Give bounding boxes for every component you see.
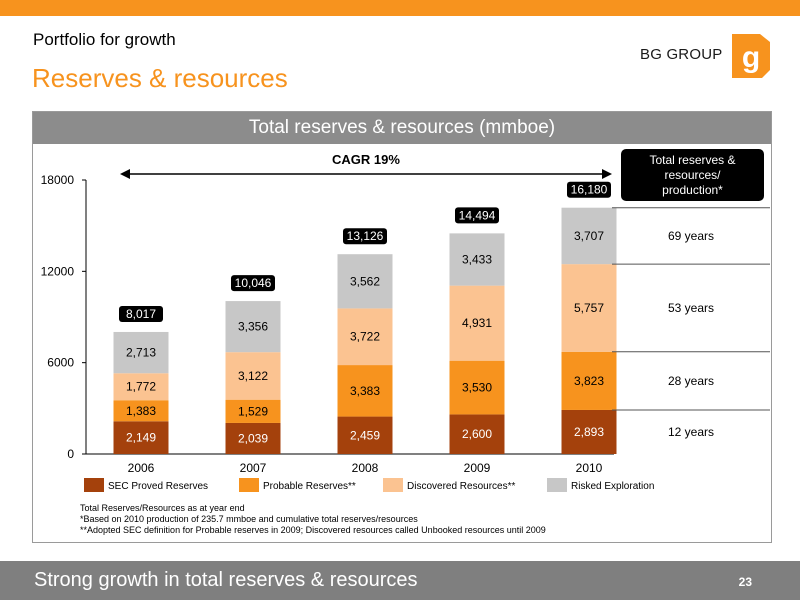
bar-segment (561, 264, 617, 352)
bg-group-logo: BG GROUP g (640, 34, 790, 78)
bar-segment (449, 285, 505, 361)
footnotes: Total Reserves/Resources as at year end … (80, 503, 546, 536)
total-label: 8,017 (126, 307, 156, 321)
bar-segment (561, 351, 617, 410)
bar-segment (113, 400, 169, 422)
side-header-line: Total reserves & (649, 153, 735, 167)
data-label: 1,772 (126, 380, 156, 394)
total-box (343, 228, 387, 245)
total-label: 16,180 (571, 183, 608, 197)
side-header-box (621, 149, 764, 201)
footnote-line: *Based on 2010 production of 235.7 mmboe… (80, 514, 418, 524)
bar-segment (337, 254, 393, 309)
page-number: 23 (738, 575, 752, 589)
total-label: 10,046 (235, 276, 272, 290)
side-row-label: 28 years (668, 374, 714, 388)
bar-segment (225, 352, 281, 400)
legend-label: SEC Proved Reserves (108, 481, 208, 492)
total-box (119, 305, 163, 322)
y-tick-label: 6000 (47, 356, 74, 370)
data-label: 3,707 (574, 229, 604, 243)
data-label: 2,713 (126, 346, 156, 360)
bar-segment (113, 373, 169, 401)
bar-segment (561, 409, 617, 454)
bar-segment (337, 416, 393, 454)
data-label: 2,600 (462, 427, 492, 441)
bar-segment (449, 414, 505, 454)
side-row-label: 53 years (668, 301, 714, 315)
top-accent-bar (0, 0, 800, 16)
data-label: 3,383 (350, 384, 380, 398)
bar-segment (449, 233, 505, 286)
total-box (455, 207, 499, 224)
cagr-arrow-right (602, 169, 612, 179)
data-label: 1,383 (126, 404, 156, 418)
legend-swatch (547, 478, 567, 492)
cagr-arrow-left (120, 169, 130, 179)
data-label: 5,757 (574, 301, 604, 315)
side-header-line: production* (662, 183, 723, 197)
data-label: 3,823 (574, 374, 604, 388)
x-tick-label: 2010 (576, 461, 603, 475)
total-box (231, 275, 275, 292)
data-label: 3,562 (350, 274, 380, 288)
bar-segment (337, 365, 393, 417)
bar-segment (225, 301, 281, 353)
logo-text: BG GROUP (640, 46, 723, 63)
legend-label: Probable Reserves** (263, 481, 356, 492)
logo-mark-text: g (742, 41, 760, 74)
x-tick-label: 2008 (352, 461, 379, 475)
data-label: 3,722 (350, 330, 380, 344)
legend-swatch (84, 478, 104, 492)
bar-segment (225, 399, 281, 423)
legend-swatch (383, 478, 403, 492)
legend-swatch (239, 478, 259, 492)
data-label: 2,893 (574, 425, 604, 439)
data-label: 3,356 (238, 320, 268, 334)
slide-subtitle: Portfolio for growth (33, 30, 176, 49)
footnote-line: **Adopted SEC definition for Probable re… (80, 525, 546, 535)
footer-bar: Strong growth in total reserves & resour… (0, 561, 800, 600)
data-label: 3,122 (238, 369, 268, 383)
cagr-label: CAGR 19% (332, 152, 400, 167)
y-tick-label: 0 (67, 447, 74, 461)
bar-segment (113, 331, 169, 374)
slide-title: Reserves & resources (32, 63, 288, 93)
bar-segment (561, 207, 617, 265)
data-label: 2,459 (350, 428, 380, 442)
data-label: 3,530 (462, 381, 492, 395)
side-row-label: 69 years (668, 229, 714, 243)
bar-segment (113, 421, 169, 454)
bar-segment (449, 360, 505, 415)
legend-label: Discovered Resources** (407, 481, 515, 492)
side-row-label: 12 years (668, 425, 714, 439)
y-tick-label: 18000 (41, 173, 75, 187)
bg-logo-icon: g (732, 34, 770, 78)
data-label: 3,433 (462, 252, 492, 266)
data-label: 1,529 (238, 404, 268, 418)
x-tick-label: 2009 (464, 461, 491, 475)
total-label: 13,126 (347, 229, 384, 243)
x-tick-label: 2006 (128, 461, 155, 475)
footnote-line: Total Reserves/Resources as at year end (80, 503, 245, 513)
data-label: 4,931 (462, 316, 492, 330)
side-header-line: resources/ (664, 168, 721, 182)
total-label: 14,494 (459, 208, 496, 222)
chart-title: Total reserves & resources (mmboe) (33, 112, 771, 144)
total-box (567, 181, 611, 198)
data-label: 2,039 (238, 431, 268, 445)
legend-label: Risked Exploration (571, 481, 654, 492)
footer-text: Strong growth in total reserves & resour… (34, 569, 418, 591)
y-tick-label: 12000 (41, 264, 75, 278)
data-label: 2,149 (126, 431, 156, 445)
bar-segment (337, 308, 393, 366)
bar-segment (225, 422, 281, 454)
x-tick-label: 2007 (240, 461, 267, 475)
